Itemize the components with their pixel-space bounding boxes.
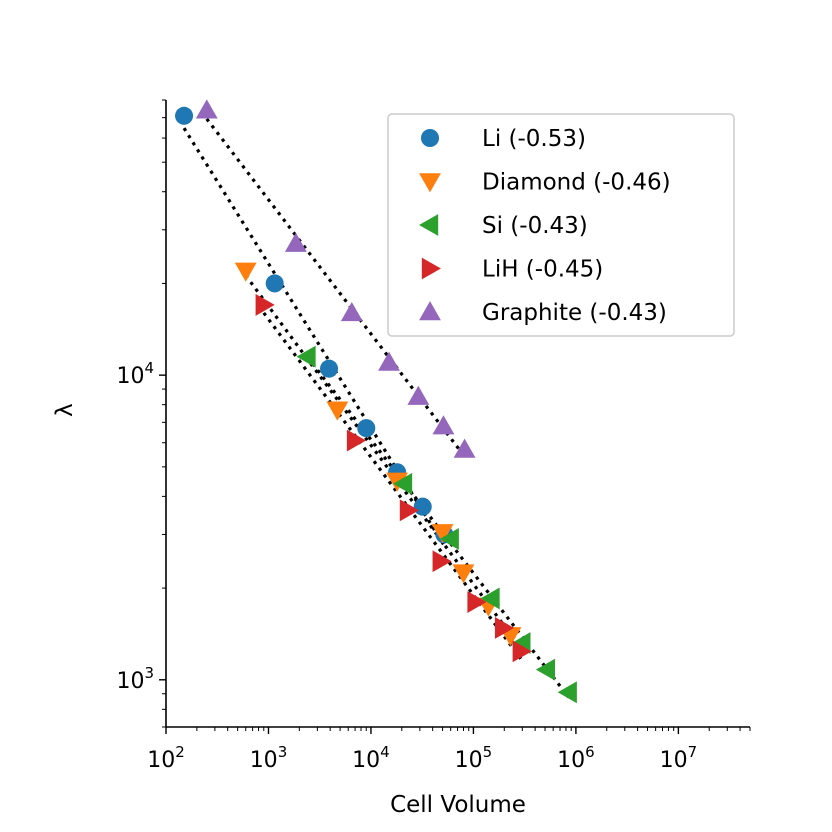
- data-point: [413, 497, 432, 516]
- legend-label: Li (-0.53): [482, 126, 586, 152]
- data-point: [195, 99, 218, 119]
- data-point: [378, 351, 400, 371]
- data-point: [432, 550, 452, 573]
- legend-marker: [419, 173, 441, 193]
- data-point: [453, 438, 476, 458]
- data-point: [512, 640, 532, 663]
- data-point: [467, 591, 487, 613]
- legend-marker: [421, 257, 441, 280]
- y-axis-label: λ: [52, 403, 78, 417]
- x-tick-label: 106: [557, 743, 595, 773]
- x-tick-label: 104: [352, 743, 390, 773]
- data-point: [393, 472, 413, 495]
- data-point: [480, 587, 500, 610]
- data-point: [346, 429, 367, 452]
- legend-box: [387, 113, 735, 337]
- x-axis-label: Cell Volume: [390, 792, 526, 818]
- legend-marker: [420, 128, 440, 148]
- y-tick-label: 104: [116, 359, 154, 389]
- data-point: [320, 359, 339, 378]
- legend-label: LiH (-0.45): [482, 257, 603, 283]
- legend-label: Si (-0.43): [482, 213, 588, 239]
- data-point: [175, 106, 194, 125]
- data-point: [399, 499, 419, 522]
- legend-label: Graphite (-0.43): [482, 300, 667, 326]
- y-tick-label: 103: [116, 664, 154, 694]
- data-point: [432, 415, 455, 435]
- data-point: [265, 274, 284, 293]
- data-point: [431, 524, 454, 544]
- data-point: [234, 262, 257, 282]
- x-ticks: 102 103 104 105 106 107: [147, 727, 751, 773]
- x-tick-label: 105: [455, 743, 493, 773]
- data-markers: [175, 99, 577, 704]
- legend-marker: [419, 214, 439, 236]
- legend: Li (-0.53) Diamond (-0.46) Si (-0.43) LiH (…: [387, 113, 735, 337]
- y-ticks: 103 104: [116, 99, 166, 728]
- data-point: [284, 232, 307, 252]
- data-point: [439, 528, 459, 550]
- fit-line: [182, 127, 446, 547]
- data-point: [255, 294, 275, 316]
- data-point: [296, 345, 316, 368]
- data-point: [535, 658, 555, 681]
- data-point: [340, 302, 363, 322]
- data-point: [494, 617, 515, 639]
- data-point: [326, 401, 349, 421]
- data-point: [452, 564, 475, 584]
- data-point: [557, 681, 577, 704]
- data-point: [407, 385, 430, 405]
- x-tick-label: 107: [660, 743, 698, 773]
- legend-label: Diamond (-0.46): [482, 170, 671, 196]
- data-point: [357, 419, 376, 438]
- legend-marker: [419, 301, 441, 321]
- x-tick-label: 103: [250, 743, 288, 773]
- x-tick-label: 102: [147, 743, 185, 773]
